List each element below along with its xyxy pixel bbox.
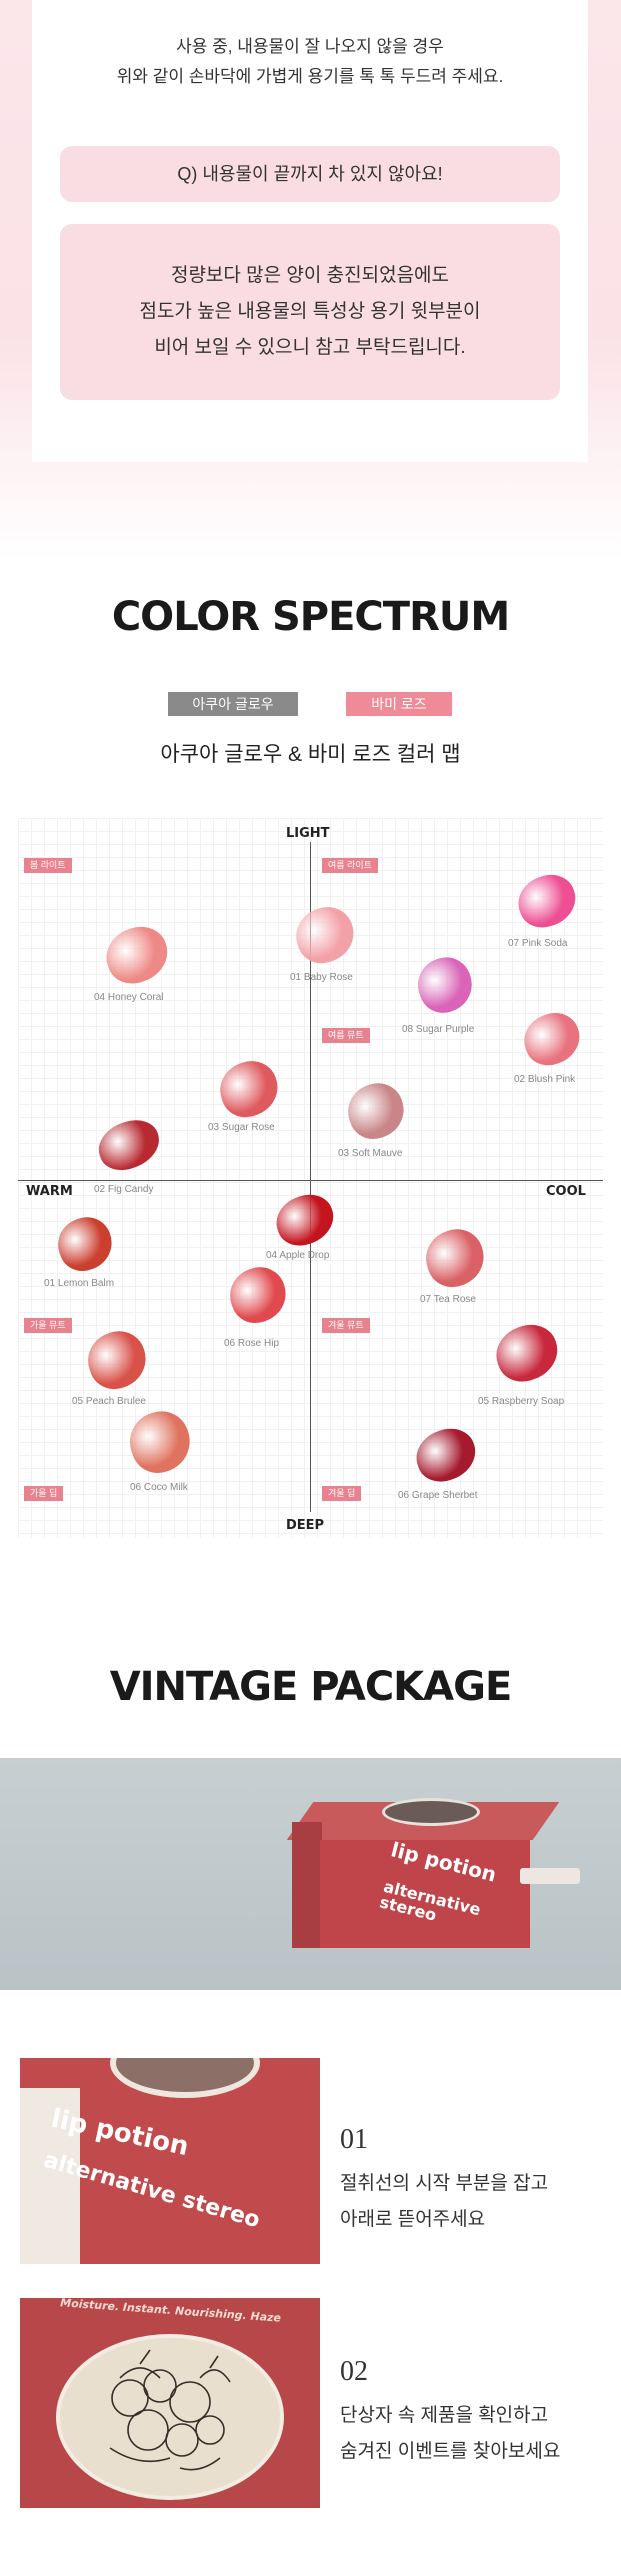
- faq-question: Q) 내용물이 끝까지 차 있지 않아요!: [60, 146, 560, 202]
- swatch-label-grape-sherbet: 06 Grape Sherbet: [398, 1490, 478, 1501]
- swatch-peach-brulee: [80, 1323, 154, 1397]
- swatch-label-fig-candy: 02 Fig Candy: [94, 1184, 154, 1195]
- axis-label-warm: WARM: [26, 1184, 73, 1199]
- swatch-lemon-balm: [50, 1210, 120, 1278]
- swatch-label-blush-pink: 02 Blush Pink: [514, 1074, 576, 1085]
- faq-answer-line-3: 비어 보일 수 있으니 참고 부탁드립니다.: [154, 337, 466, 358]
- swatch-tea-rose: [418, 1221, 492, 1295]
- swatch-baby-rose: [288, 899, 362, 971]
- box-front-face: [320, 1840, 530, 1948]
- tear-strip: [520, 1868, 580, 1884]
- box-window: [382, 1798, 480, 1826]
- color-map: LIGHT DEEP WARM COOL 봄 라이트 여름 라이트 여름 뮤트 …: [18, 818, 603, 1538]
- step-2-line-2: 숨겨진 이벤트를 찾아보세요: [340, 2441, 561, 2462]
- box-side-face: [292, 1822, 322, 1948]
- swatch-fig-candy: [92, 1112, 166, 1178]
- tag-balmy-rose: 바미 로즈: [346, 692, 452, 716]
- swatch-coco-milk: [121, 1403, 199, 1481]
- axis-label-light: LIGHT: [286, 826, 330, 841]
- season-autumn-mute: 가을 뮤트: [24, 1318, 72, 1333]
- swatch-label-baby-rose: 01 Baby Rose: [290, 972, 353, 983]
- swatch-label-tea-rose: 07 Tea Rose: [420, 1294, 476, 1305]
- step-1-image: lip potion alternative stereo: [20, 2058, 320, 2264]
- axis-label-deep: DEEP: [286, 1518, 325, 1533]
- swatch-label-honey-coral: 04 Honey Coral: [94, 992, 164, 1003]
- swatch-label-sugar-rose: 03 Sugar Rose: [208, 1122, 275, 1133]
- faq-answer: 정량보다 많은 양이 충진되었음에도 점도가 높은 내용물의 특성상 용기 윗부…: [60, 224, 560, 400]
- swatch-blush-pink: [517, 1005, 587, 1073]
- package-title: VINTAGE PACKAGE: [109, 1664, 513, 1710]
- box-inner-flap: [20, 2088, 80, 2264]
- step-1-text: 절취선의 시작 부분을 잡고 아래로 뜯어주세요: [340, 2166, 548, 2238]
- swatch-raspberry-soap: [488, 1317, 566, 1389]
- horizontal-axis: [18, 1180, 603, 1181]
- swatch-sugar-rose: [212, 1053, 286, 1125]
- illustration-window: [56, 2334, 284, 2500]
- swatch-label-pink-soda: 07 Pink Soda: [508, 938, 568, 949]
- step-1-number: 01: [340, 2124, 368, 2155]
- swatch-label-coco-milk: 06 Coco Milk: [130, 1482, 188, 1493]
- swatch-rose-hip: [222, 1260, 294, 1330]
- step-2-number: 02: [340, 2356, 368, 2387]
- swatch-soft-mauve: [340, 1076, 412, 1146]
- step-2-box-text: Moisture. Instant. Nourishing. Haze: [59, 2298, 282, 2325]
- notice-card: 사용 중, 내용물이 잘 나오지 않을 경우 위와 같이 손바닥에 가볍게 용기…: [32, 0, 588, 462]
- step-2-line-1: 단상자 속 제품을 확인하고: [340, 2405, 549, 2426]
- swatch-apple-drop: [269, 1187, 341, 1253]
- step-2-image: Moisture. Instant. Nourishing. Haze: [20, 2298, 320, 2508]
- season-summer-light: 여름 라이트: [322, 858, 378, 873]
- vertical-axis: [310, 842, 311, 1512]
- notice-line-2: 위와 같이 손바닥에 가볍게 용기를 톡 톡 두드려 주세요.: [116, 67, 504, 86]
- tag-aqua-glow: 아쿠아 글로우: [168, 692, 298, 716]
- package-hero-image: lip potion alternative stereo: [0, 1758, 621, 1990]
- season-autumn-deep: 가을 딥: [24, 1486, 64, 1501]
- step-2-text: 단상자 속 제품을 확인하고 숨겨진 이벤트를 찾아보세요: [340, 2398, 560, 2470]
- faq-answer-line-1: 정량보다 많은 양이 충진되었음에도: [170, 265, 450, 286]
- axis-label-cool: COOL: [546, 1184, 586, 1199]
- swatch-pink-soda: [511, 867, 583, 935]
- swatch-label-soft-mauve: 03 Soft Mauve: [338, 1148, 403, 1159]
- swatch-honey-coral: [98, 919, 176, 991]
- faq-answer-line-2: 점도가 높은 내용물의 특성상 용기 윗부분이: [139, 301, 481, 322]
- swatch-label-raspberry-soap: 05 Raspberry Soap: [478, 1396, 565, 1407]
- fruit-illustration-icon: [109, 2349, 231, 2471]
- season-summer-mute: 여름 뮤트: [322, 1028, 370, 1043]
- season-winter-deep: 겨울 딥: [322, 1486, 362, 1501]
- swatch-label-lemon-balm: 01 Lemon Balm: [44, 1278, 115, 1289]
- swatch-label-peach-brulee: 05 Peach Brulee: [72, 1396, 146, 1407]
- spectrum-subtitle: 아쿠아 글로우 & 바미 로즈 컬러 맵: [160, 743, 461, 766]
- season-winter-mute: 겨울 뮤트: [322, 1318, 370, 1333]
- swatch-sugar-purple: [410, 950, 480, 1020]
- box-window: [110, 2058, 260, 2098]
- spectrum-title: COLOR SPECTRUM: [111, 594, 510, 640]
- step-1-line-1: 절취선의 시작 부분을 잡고: [340, 2173, 549, 2194]
- season-spring-light: 봄 라이트: [24, 858, 72, 873]
- swatch-label-sugar-purple: 08 Sugar Purple: [402, 1024, 475, 1035]
- step-1-line-2: 아래로 뜯어주세요: [340, 2209, 486, 2230]
- swatch-grape-sherbet: [409, 1421, 483, 1489]
- swatch-label-apple-drop: 04 Apple Drop: [266, 1250, 330, 1261]
- notice-line-1: 사용 중, 내용물이 잘 나오지 않을 경우: [176, 37, 444, 56]
- swatch-label-rose-hip: 06 Rose Hip: [224, 1338, 280, 1349]
